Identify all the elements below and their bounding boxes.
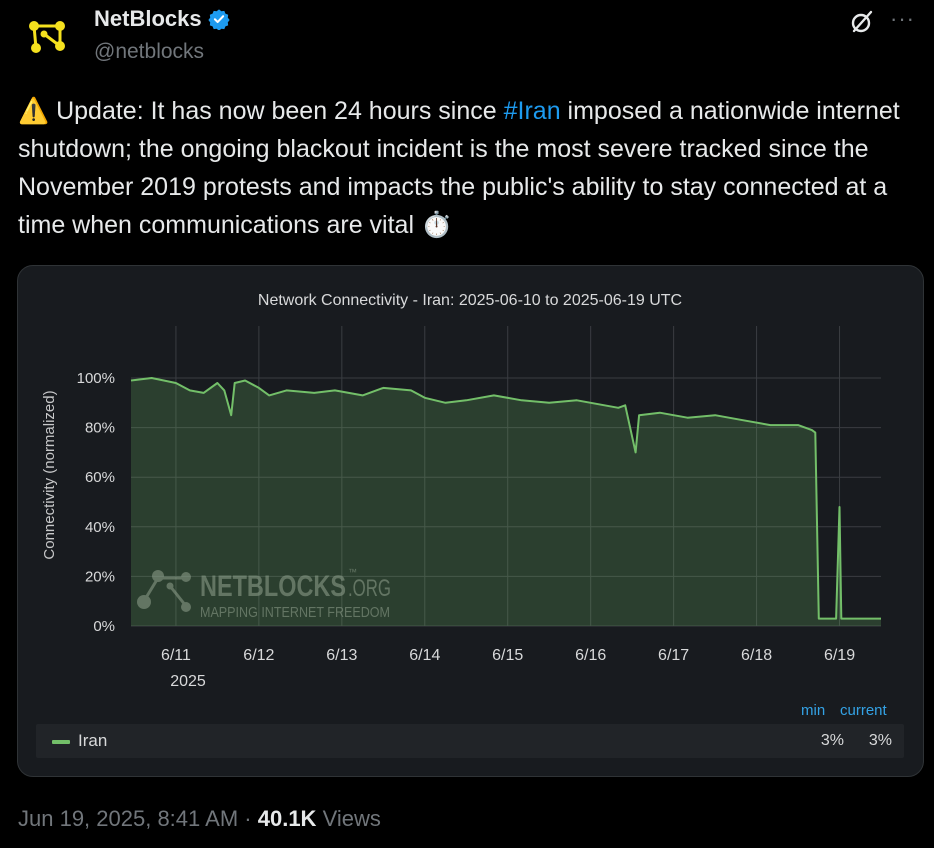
verified-badge-icon bbox=[207, 9, 230, 30]
views-label: Views bbox=[316, 806, 381, 831]
x-tick-label: 6/14 bbox=[409, 647, 440, 664]
series-iran-line bbox=[130, 377, 881, 620]
x-tick-label: 6/11 bbox=[161, 647, 191, 664]
series-iran-area bbox=[131, 378, 881, 626]
tweet-text-after: imposed a nationwide internet shutdown; … bbox=[18, 97, 900, 239]
grok-button[interactable] bbox=[846, 6, 878, 38]
y-axis-label: Connectivity (normalized) bbox=[41, 390, 58, 559]
views-count: 40.1K bbox=[257, 806, 317, 831]
author-handle[interactable]: @netblocks bbox=[94, 40, 205, 63]
more-dots-icon: ··· bbox=[890, 6, 915, 31]
x-tick-label: 6/12 bbox=[243, 647, 274, 664]
warning-emoji: ⚠️ bbox=[18, 97, 50, 125]
legend-swatch bbox=[52, 740, 70, 744]
watermark-tm: ™ bbox=[348, 567, 357, 577]
connectivity-chart: Network Connectivity - Iran: 2025-06-10 … bbox=[41, 292, 881, 690]
footer-separator: · bbox=[238, 806, 258, 831]
x-tick-label: 6/16 bbox=[575, 647, 606, 664]
legend-header-min[interactable]: min bbox=[801, 702, 826, 719]
x-axis-year-label: 2025 bbox=[170, 673, 206, 690]
x-axis-ticks: 6/11 6/12 6/13 6/14 6/15 6/16 6/17 6/18 6/19 bbox=[161, 647, 855, 664]
watermark-brand: NETBLOCKS bbox=[200, 570, 346, 603]
x-tick-label: 6/17 bbox=[658, 647, 689, 664]
watermark-suffix: .ORG bbox=[348, 575, 391, 602]
tweet-media-image[interactable]: Network Connectivity - Iran: 2025-06-10 … bbox=[17, 265, 924, 777]
tweet-footer: Jun 19, 2025, 8:41 AM · 40.1K Views bbox=[18, 806, 381, 832]
legend-row-iran[interactable]: Iran 3% 3% bbox=[36, 724, 904, 758]
netblocks-watermark: NETBLOCKS ™ .ORG MAPPING INTERNET FREEDO… bbox=[137, 567, 391, 621]
legend-current-value: 3% bbox=[868, 732, 892, 749]
x-tick-label: 6/15 bbox=[492, 647, 523, 664]
author-name[interactable]: NetBlocks bbox=[94, 6, 202, 31]
netblocks-logo-icon bbox=[29, 21, 65, 53]
x-tick-label: 6/18 bbox=[741, 647, 772, 664]
x-tick-label: 6/19 bbox=[824, 647, 855, 664]
author-name-row[interactable]: NetBlocks bbox=[94, 6, 230, 32]
legend-header-current[interactable]: current bbox=[840, 702, 887, 719]
y-axis-ticks: 0% 20% 40% 60% 80% 100% bbox=[77, 370, 115, 635]
tweet-text-before: Update: It has now been 24 hours since bbox=[49, 97, 504, 125]
more-options-button[interactable]: ··· bbox=[890, 6, 915, 32]
y-tick-label: 40% bbox=[85, 519, 115, 536]
chart-title: Network Connectivity - Iran: 2025-06-10 … bbox=[258, 292, 682, 309]
y-tick-label: 80% bbox=[85, 420, 115, 437]
y-tick-label: 0% bbox=[93, 618, 115, 635]
legend-min-value: 3% bbox=[820, 732, 844, 749]
tweet-text: ⚠️ Update: It has now been 24 hours sinc… bbox=[18, 92, 918, 244]
y-tick-label: 60% bbox=[85, 469, 115, 486]
watermark-logo-icon bbox=[137, 570, 191, 612]
chart-grid bbox=[131, 326, 881, 627]
x-tick-label: 6/13 bbox=[326, 647, 357, 664]
legend-series-name: Iran bbox=[78, 731, 108, 750]
grok-icon bbox=[851, 10, 873, 33]
y-tick-label: 100% bbox=[77, 370, 115, 387]
avatar[interactable] bbox=[20, 8, 76, 64]
tweet-timestamp[interactable]: Jun 19, 2025, 8:41 AM bbox=[18, 806, 239, 831]
hashtag-link[interactable]: #Iran bbox=[503, 97, 561, 125]
watermark-tagline: MAPPING INTERNET FREEDOM bbox=[200, 604, 390, 621]
stopwatch-emoji: ⏱️ bbox=[420, 211, 453, 239]
y-tick-label: 20% bbox=[85, 568, 115, 585]
